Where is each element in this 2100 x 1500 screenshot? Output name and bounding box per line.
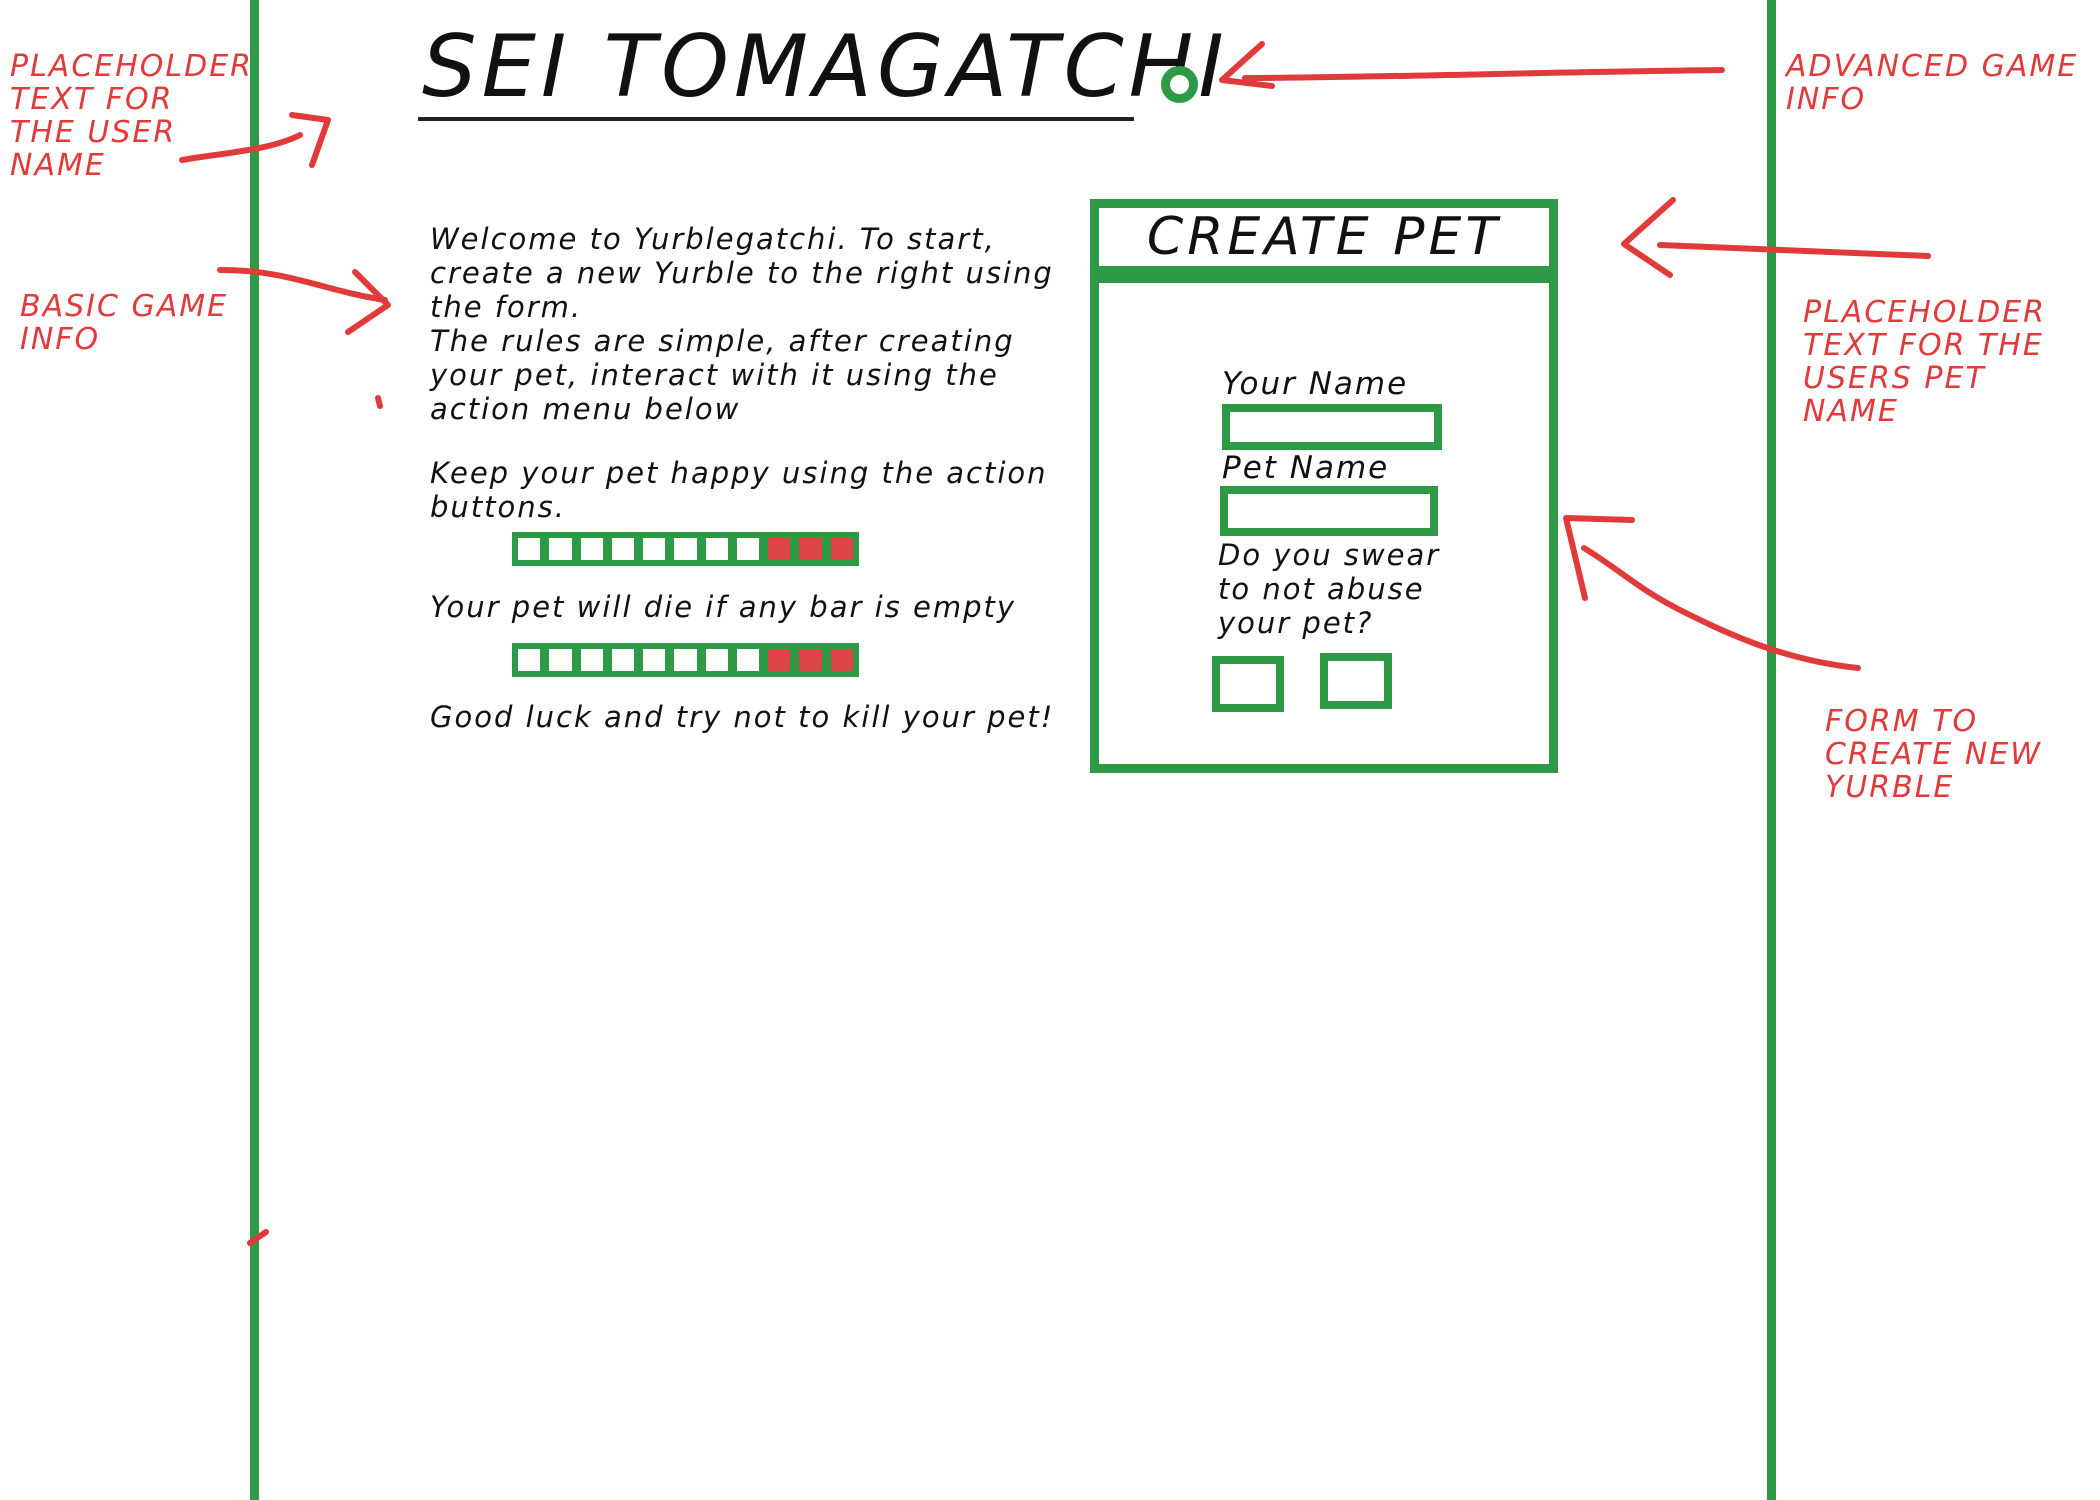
bar-cell-filled [549,649,572,671]
bar-cell-filled [643,649,666,671]
bar-cell-empty [830,649,853,671]
rules-text: The rules are simple, after creating you… [430,324,1015,426]
example-status-bar-1 [512,532,859,566]
annotation-form: FORM TO CREATE NEW YURBLE [1825,704,2042,805]
intro-text: Welcome to Yurblegatchi. To start, creat… [430,222,1054,324]
pet-name-label: Pet Name [1222,450,1390,486]
bar-cell-filled [580,538,603,560]
create-pet-form [1090,283,1558,773]
swear-question: Do you swear to not abuse your pet? [1218,538,1441,640]
bar-cell-filled [580,649,603,671]
bar-cell-filled [549,538,572,560]
swear-yes-box[interactable] [1212,656,1284,712]
bar-cell-filled [674,538,697,560]
bar-cell-filled [611,538,635,560]
bar-cell-filled [705,538,728,560]
bar-cell-empty [768,649,791,671]
left-page-border [250,0,259,1500]
bar-cell-filled [705,649,728,671]
title-underline [418,117,1134,121]
keep-happy-text: Keep your pet happy using the action but… [430,456,1048,524]
bar-cell-filled [518,538,541,560]
advanced-info-button[interactable] [1161,66,1198,103]
example-status-bar-2 [512,643,859,677]
basic-game-info-3: Good luck and try not to kill your pet! [430,700,1070,734]
advanced-info-arrow-shaft [1242,67,1725,81]
bar-cell-empty [768,538,791,560]
basic-game-info-2: Your pet will die if any bar is empty [430,590,1070,624]
death-warning-text: Your pet will die if any bar is empty [430,590,1017,624]
basic-info-arrow-shaft [217,267,388,303]
annotation-user-name: PLACEHOLDER TEXT FOR THE USER NAME [10,49,254,183]
your-name-input[interactable] [1222,404,1442,450]
basic-game-info: Welcome to Yurblegatchi. To start, creat… [430,222,1070,524]
bar-cell-filled [611,649,635,671]
stray-mark-2 [247,1229,269,1246]
stray-mark-1 [375,395,383,409]
bar-cell-filled [518,649,541,671]
pet-name-input[interactable] [1220,486,1438,536]
swear-no-box[interactable] [1320,653,1392,709]
pet-name-arrow-shaft [1657,242,1931,259]
annotation-pet-name: PLACEHOLDER TEXT FOR THE USERS PET NAME [1803,295,2047,429]
user-name-arrow-head [289,112,331,168]
advanced-info-arrow-head [1219,41,1275,89]
your-name-label: Your Name [1222,366,1409,402]
user-name-arrow-shaft [179,132,303,163]
bar-cell-filled [674,649,697,671]
create-pet-heading: CREATE PET [1146,207,1502,267]
page-title: SEI TOMAGATCHI [422,17,1229,117]
annotation-basic-info: BASIC GAME INFO [20,289,229,357]
bar-cell-filled [736,649,760,671]
basic-info-arrow-head [345,269,391,335]
bar-cell-filled [736,538,760,560]
form-arrow-head [1563,515,1635,601]
create-pet-header: CREATE PET [1090,199,1558,283]
pet-name-arrow-head [1621,197,1676,278]
right-page-border [1767,0,1776,1500]
form-arrow-shaft [1581,545,1861,671]
annotation-advanced-info: ADVANCED GAME INFO [1786,49,2079,117]
bar-cell-empty [799,538,822,560]
closing-text: Good luck and try not to kill your pet! [430,700,1055,734]
bar-cell-empty [830,538,853,560]
bar-cell-empty [799,649,822,671]
bar-cell-filled [643,538,666,560]
